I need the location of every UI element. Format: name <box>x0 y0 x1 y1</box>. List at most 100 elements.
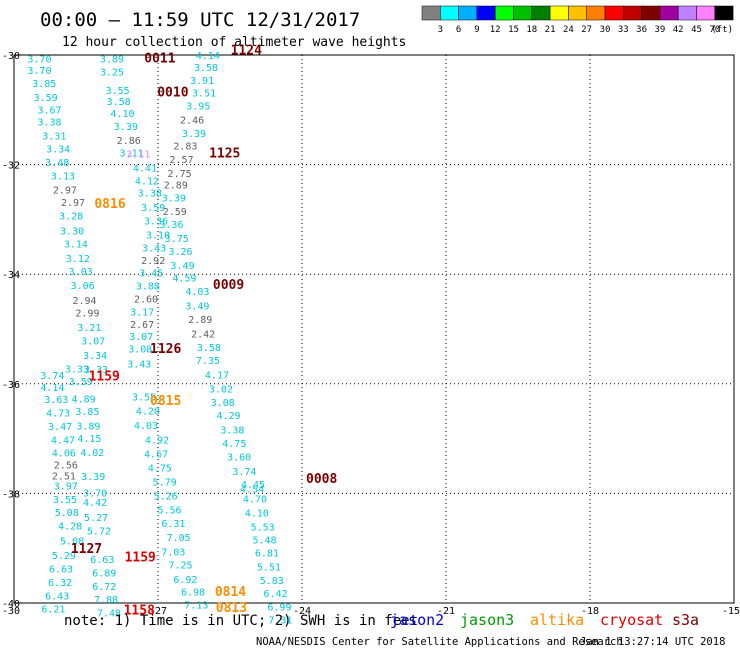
y-tick-label: -30 <box>2 51 20 62</box>
wave-height-value: 5.08 <box>60 537 84 548</box>
wave-height-value: 2.97 <box>53 185 77 196</box>
legend-tick-label: 70 <box>709 25 720 35</box>
wave-height-value: 3.17 <box>130 307 154 318</box>
wave-height-value: 6.43 <box>45 591 69 602</box>
legend-tick-label: 18 <box>526 25 537 35</box>
wave-height-value: 3.13 <box>51 172 75 183</box>
wave-height-value: 7.13 <box>184 601 208 612</box>
wave-height-value: 4.29 <box>217 411 241 422</box>
wave-height-value: 3.31 <box>42 132 66 143</box>
wave-height-value: 3.49 <box>170 261 194 272</box>
wave-height-value: 5.83 <box>260 576 284 587</box>
wave-height-value: 4.12 <box>135 176 159 187</box>
wave-height-value: 7.88 <box>94 595 118 606</box>
wave-height-value: 3.14 <box>64 240 88 251</box>
wave-height-value: 4.02 <box>80 448 104 459</box>
legend-swatch <box>586 5 606 21</box>
wave-height-value: 3.02 <box>209 385 233 396</box>
wave-height-value: 3.07 <box>129 332 153 343</box>
wave-height-value: 2.67 <box>130 320 154 331</box>
wave-height-value: 3.03 <box>69 267 93 278</box>
wave-height-value: 3.89 <box>100 54 124 65</box>
wave-height-value: 3.51 <box>192 88 216 99</box>
wave-height-value: 6.89 <box>92 568 116 579</box>
wave-height-value: 2.46 <box>180 116 204 127</box>
chart-subtitle: 12 hour collection of altimeter wave hei… <box>62 35 406 50</box>
wave-height-value: 4.75 <box>148 464 172 475</box>
track-time-label: 1124 <box>231 44 262 59</box>
wave-height-value: 2.86 <box>117 136 141 147</box>
y-tick-label: -36 <box>2 380 20 391</box>
wave-height-value: 7.25 <box>169 561 193 572</box>
wave-height-value: 3.70 <box>27 66 51 77</box>
wave-height-value: 6.32 <box>48 578 72 589</box>
plot-frame <box>13 54 735 604</box>
wave-height-value: 2.56 <box>54 460 78 471</box>
wave-height-value: 2.89 <box>188 315 212 326</box>
legend-swatch <box>494 5 514 21</box>
wave-height-value: 3.08 <box>128 345 152 356</box>
wave-height-value: 3.39 <box>81 472 105 483</box>
legend-swatch <box>659 5 679 21</box>
legend-tick-label: 6 <box>456 25 461 35</box>
legend-tick-label: 39 <box>654 25 665 35</box>
y-tick-label: -32 <box>2 161 20 172</box>
legend-tick-label: 12 <box>490 25 501 35</box>
track-time-label: 0816 <box>94 197 125 212</box>
wave-height-value: 2.89 <box>164 180 188 191</box>
wave-height-value: 3.70 <box>27 54 51 65</box>
wave-height-value: 3.55 <box>106 86 130 97</box>
x-tick-label: -18 <box>581 606 599 617</box>
wave-height-value: 3.88 <box>136 282 160 293</box>
wave-height-value: 2.97 <box>61 198 85 209</box>
wave-height-value: 4.10 <box>245 509 269 520</box>
wave-height-value: 5.79 <box>153 477 177 488</box>
wave-height-value: 2.42 <box>191 329 215 340</box>
track-time-label: 1127 <box>71 542 102 557</box>
wave-height-value: 3.43 <box>127 360 151 371</box>
wave-height-value: 4.10 <box>110 109 134 120</box>
wave-height-value: 4.70 <box>243 494 267 505</box>
satellite-jason2-label: jason2 <box>390 611 444 629</box>
track-time-labels: 0011 1124 0010 1125 0816 0009 1126 1159 0815 0008… <box>71 44 338 619</box>
y-tick-label: -40 <box>2 599 20 610</box>
wave-height-value: 4.89 <box>72 395 96 406</box>
legend-swatch <box>440 5 459 21</box>
wave-height-value: 2.60 <box>134 294 158 305</box>
wave-height-value: 6.92 <box>173 575 197 586</box>
legend-tick-label: 21 <box>545 25 556 35</box>
legend-swatch <box>641 5 661 21</box>
wave-height-value: 3.06 <box>71 281 95 292</box>
wave-height-value: 4.03 <box>185 287 209 298</box>
wave-height-value: 5.27 <box>84 513 108 524</box>
wave-height-value: 4.28 <box>58 522 82 533</box>
x-tick-label: -24 <box>293 606 311 617</box>
wave-height-value: 3.34 <box>46 145 70 156</box>
wave-height-value: 2.83 <box>173 141 197 152</box>
wave-height-value: 3.28 <box>59 212 83 223</box>
wave-height-value: 3.49 <box>185 301 209 312</box>
wave-height-value: 4.41 <box>133 163 157 174</box>
footer-note: note: 1) Time is in UTC; 2) SWH is in fe… <box>64 613 418 629</box>
wave-height-value: 2.75 <box>168 169 192 180</box>
wave-height-value: 5.56 <box>157 505 181 516</box>
y-tick-label: -38 <box>2 489 20 500</box>
wave-height-value: 7.05 <box>167 533 191 544</box>
wave-height-value: 5.08 <box>55 508 79 519</box>
wave-height-value: 3.08 <box>211 398 235 409</box>
wave-height-value: 2.59 <box>163 207 187 218</box>
legend-swatch <box>476 5 496 21</box>
wave-height-value: 3.39 <box>182 129 206 140</box>
wave-height-value: 4.59 <box>172 273 196 284</box>
wave-height-value: 3.26 <box>169 247 193 258</box>
wave-height-value: 3.11 <box>120 149 144 160</box>
track-time-label: 0813 <box>216 601 247 616</box>
wave-height-value: 5.72 <box>87 527 111 538</box>
track-time-label: 0010 <box>157 86 188 101</box>
legend-tick-label: 45 <box>691 25 702 35</box>
wave-height-value: 2.92 <box>141 256 165 267</box>
wave-height-value: 6.42 <box>264 589 288 600</box>
legend-swatch <box>549 5 569 21</box>
wave-height-value: 4.14 <box>40 383 64 394</box>
